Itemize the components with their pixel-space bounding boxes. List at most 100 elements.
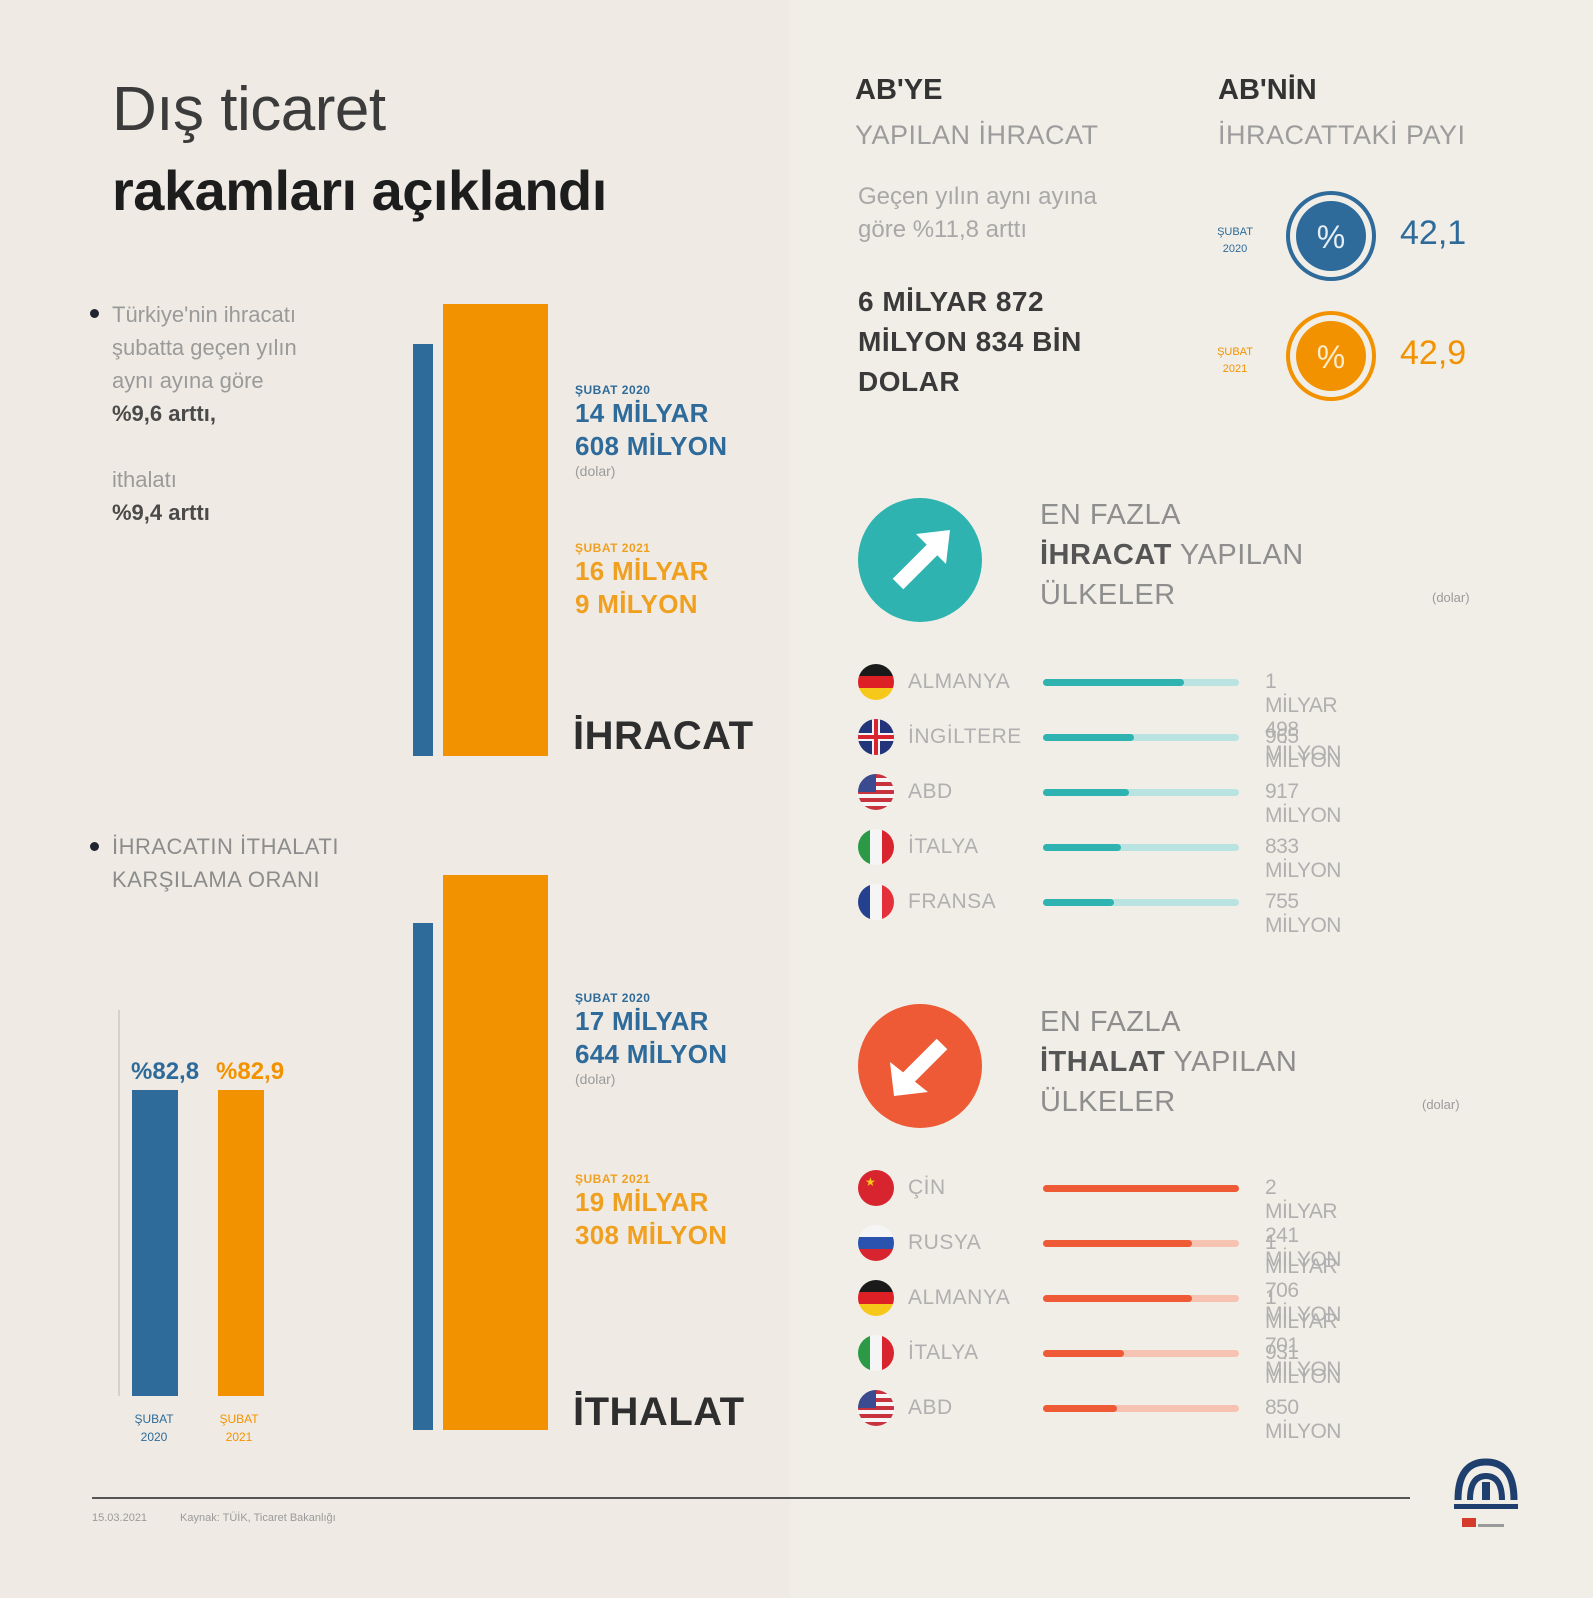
bullet-icon (90, 309, 99, 318)
import-bar (1043, 1350, 1125, 1357)
export-p2-line1: 16 MİLYAR (575, 556, 709, 586)
intro-pct-2: %9,4 arttı (112, 500, 210, 525)
import-p2-line2: 308 MİLYON (575, 1220, 728, 1250)
export-bar (1043, 789, 1130, 796)
export-country-name: İNGİLTERE (908, 725, 1022, 748)
export-p1-line2: 608 MİLYON (575, 431, 728, 461)
footer-source: Kaynak: TÜİK, Ticaret Bakanlığı (180, 1512, 336, 1524)
eu-exports-desc: Geçen yılın aynı ayına göre %11,8 arttı (858, 183, 1097, 243)
import-p2-line1: 19 MİLYAR (575, 1187, 709, 1217)
import-bar-track (1043, 1350, 1239, 1357)
percent-circle-2020-icon: % (1286, 191, 1376, 281)
import-bar-track (1043, 1240, 1239, 1247)
export-country-name: FRANSA (908, 890, 997, 913)
import-p1-line2: 644 MİLYON (575, 1039, 728, 1069)
export-p1-label: ŞUBAT 2020 (575, 383, 651, 397)
page-title-line1: Dış ticaret (112, 75, 386, 144)
import-p1-label: ŞUBAT 2020 (575, 991, 651, 1005)
export-country-value: 833 MİLYON (1265, 835, 1341, 882)
agency-logo-icon (1454, 1458, 1518, 1527)
intro-text: Türkiye'nin ihracatı şubatta geçen yılın… (112, 298, 322, 529)
export-bar-track (1043, 679, 1239, 686)
top-imports-unit: (dolar) (1422, 1097, 1460, 1112)
coverage-label-2020: ŞUBAT 2020 (134, 1412, 174, 1444)
coverage-axis (118, 1010, 120, 1396)
import-country-name: RUSYA (908, 1231, 982, 1254)
export-country-value: 755 MİLYON (1265, 890, 1341, 937)
right-panel (790, 0, 1593, 1598)
export-country-name: ALMANYA (908, 670, 1011, 693)
export-country-name: İTALYA (908, 835, 979, 858)
page-title-line2: rakamları açıklandı (112, 159, 607, 222)
import-country-value: 850 MİLYON (1265, 1396, 1341, 1443)
intro-text-1: Türkiye'nin ihracatı şubatta geçen yılın… (112, 302, 297, 393)
eu-share-2021-label: ŞUBAT 2021 (1217, 346, 1253, 375)
eu-share-head: AB'NİN (1218, 74, 1317, 106)
import-country-value: 931 MİLYON (1265, 1341, 1341, 1388)
export-label: İHRACAT (573, 714, 754, 758)
bullet-icon (90, 842, 99, 851)
export-bar (1043, 679, 1185, 686)
eu-exports-head: AB'YE (855, 74, 943, 106)
top-imports-title: EN FAZLA İTHALAT YAPILAN ÜLKELER (1040, 1006, 1298, 1118)
export-bar-track (1043, 899, 1239, 906)
export-flag-fr-icon (858, 884, 894, 920)
export-flag-it-icon (858, 829, 894, 865)
import-bar (1043, 1295, 1192, 1302)
export-unit: (dolar) (575, 463, 616, 479)
import-bar (1043, 1185, 1239, 1192)
import-country-value: 1 MİLYAR 706 MİLYON (1265, 1231, 1341, 1326)
export-p1-line1: 14 MİLYAR (575, 398, 709, 428)
eu-share-2020-value: 42,1 (1400, 214, 1467, 252)
percent-circle-2021-icon: % (1286, 311, 1376, 401)
export-bar-2020 (413, 343, 433, 756)
import-flag-us-icon (858, 1390, 894, 1426)
import-bar-track (1043, 1185, 1239, 1192)
export-country-value: 965 MİLYON (1265, 725, 1341, 772)
export-bar-track (1043, 789, 1239, 796)
coverage-title: İHRACATIN İTHALATI KARŞILAMA ORANI (112, 834, 339, 892)
export-country-value: 917 MİLYON (1265, 780, 1341, 827)
export-country-name: ABD (908, 780, 953, 803)
coverage-bar-2021 (218, 1090, 264, 1396)
footer-date: 15.03.2021 (92, 1512, 148, 1524)
top-exports-title: EN FAZLA İHRACAT YAPILAN ÜLKELER (1040, 499, 1304, 611)
left-panel (0, 0, 790, 1598)
coverage-value-2021: %82,9 (216, 1058, 285, 1085)
export-bar (1043, 844, 1122, 851)
export-values: ŞUBAT 2020 14 MİLYAR 608 MİLYON (dolar) … (575, 383, 775, 621)
import-unit: (dolar) (575, 1071, 616, 1087)
eu-exports-value: 6 MİLYAR 872 MİLYON 834 BİN DOLAR (858, 286, 1082, 397)
svg-text:%: % (1317, 339, 1345, 375)
export-p2-label: ŞUBAT 2021 (575, 541, 651, 555)
export-p2-line2: 9 MİLYON (575, 589, 698, 619)
intro-text-2: ithalatı (112, 467, 177, 492)
import-country-value: 2 MİLYAR 241 MİLYON (1265, 1176, 1341, 1271)
export-flag-gb-icon (858, 719, 894, 755)
import-country-name: İTALYA (908, 1341, 979, 1364)
export-bar-2021 (443, 304, 548, 756)
import-p2-label: ŞUBAT 2021 (575, 1172, 651, 1186)
import-bar-track (1043, 1295, 1239, 1302)
import-country-name: ÇİN (908, 1176, 946, 1199)
import-bar-track (1043, 1405, 1239, 1412)
import-country-name: ALMANYA (908, 1286, 1011, 1309)
eu-share-2020-label: ŞUBAT 2020 (1217, 226, 1253, 255)
svg-text:%: % (1317, 219, 1345, 255)
import-flag-it-icon (858, 1335, 894, 1371)
export-flag-us-icon (858, 774, 894, 810)
export-bar (1043, 734, 1134, 741)
export-bar (1043, 899, 1115, 906)
import-bar-2020 (413, 922, 433, 1430)
eu-share-2021-value: 42,9 (1400, 334, 1467, 372)
coverage-bar-2020 (132, 1090, 178, 1396)
import-flag-de-icon (858, 1280, 894, 1316)
import-flag-cn-icon: ★ (858, 1170, 894, 1206)
import-bar-2021 (443, 875, 548, 1430)
footer-divider (92, 1497, 1410, 1499)
export-bar-track (1043, 844, 1239, 851)
export-bar-track (1043, 734, 1239, 741)
import-values: ŞUBAT 2020 17 MİLYAR 644 MİLYON (dolar) … (575, 991, 775, 1252)
import-label: İTHALAT (573, 1390, 745, 1434)
coverage-label-2021: ŞUBAT 2021 (219, 1412, 259, 1444)
